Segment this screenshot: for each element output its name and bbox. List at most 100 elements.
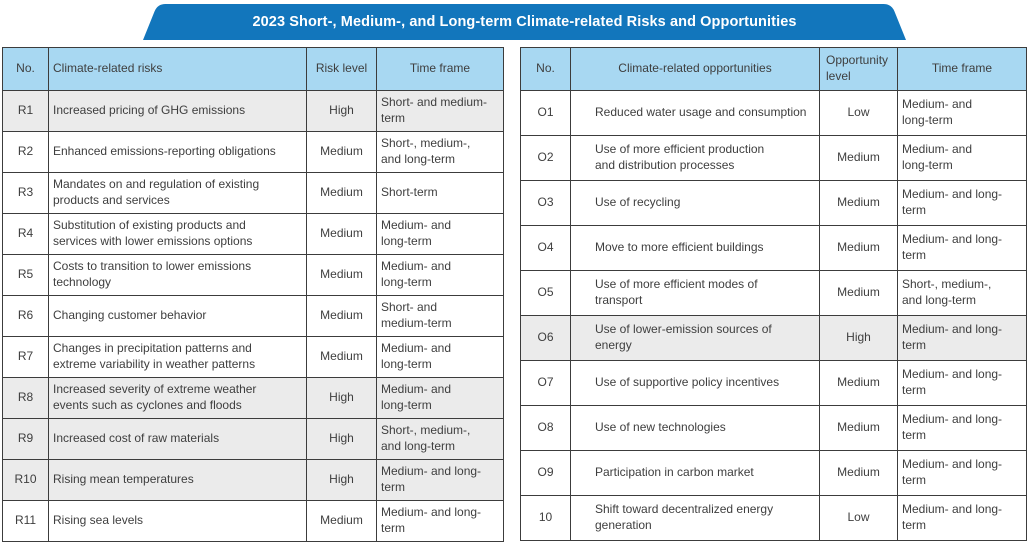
opportunity-description: Reduced water usage and consumption: [570, 90, 820, 136]
risk-no: R6: [2, 295, 49, 337]
opportunity-no: O4: [520, 225, 571, 271]
opportunity-level: Medium: [819, 180, 898, 226]
risk-no: R8: [2, 377, 49, 419]
risk-description: Rising sea levels: [48, 500, 307, 542]
opportunities-header-level: Opportunity level: [819, 47, 898, 91]
risk-no: R4: [2, 213, 49, 255]
risk-timeframe: Medium- and long-term: [376, 213, 504, 255]
title-banner: 2023 Short-, Medium-, and Long-term Clim…: [143, 4, 906, 40]
risk-description: Changing customer behavior: [48, 295, 307, 337]
risk-level: Medium: [306, 131, 377, 173]
table-row: O9 Participation in carbon market Medium…: [520, 450, 1027, 496]
opportunity-no: O5: [520, 270, 571, 316]
risks-header-name: Climate-related risks: [48, 47, 307, 91]
risk-description: Enhanced emissions-reporting obligations: [48, 131, 307, 173]
risk-timeframe: Medium- and long-term: [376, 336, 504, 378]
table-row: O3 Use of recycling Medium Medium- and l…: [520, 180, 1027, 226]
risk-description: Substitution of existing products and se…: [48, 213, 307, 255]
risk-level: Medium: [306, 172, 377, 214]
opportunity-description: Use of new technologies: [570, 405, 820, 451]
risk-description: Costs to transition to lower emissions t…: [48, 254, 307, 296]
opportunity-level: Medium: [819, 405, 898, 451]
opportunity-no: O2: [520, 135, 571, 181]
opportunity-description: Move to more efficient buildings: [570, 225, 820, 271]
opportunity-timeframe: Medium- and long- term: [897, 495, 1027, 541]
risk-level: Medium: [306, 500, 377, 542]
opportunity-timeframe: Medium- and long- term: [897, 225, 1027, 271]
opportunity-timeframe: Short-, medium-, and long-term: [897, 270, 1027, 316]
risk-level: High: [306, 459, 377, 501]
risk-timeframe: Short-term: [376, 172, 504, 214]
risks-table: No. Climate-related risks Risk level Tim…: [2, 47, 504, 542]
risk-no: R11: [2, 500, 49, 542]
table-row: O4 Move to more efficient buildings Medi…: [520, 225, 1027, 271]
risk-description: Increased cost of raw materials: [48, 418, 307, 460]
table-row: R5 Costs to transition to lower emission…: [2, 254, 504, 296]
opportunity-level: Low: [819, 495, 898, 541]
opportunity-description: Use of recycling: [570, 180, 820, 226]
opportunities-table: No. Climate-related opportunities Opport…: [520, 47, 1027, 541]
risks-header-no: No.: [2, 47, 49, 91]
table-row: R8 Increased severity of extreme weather…: [2, 377, 504, 419]
opportunity-level: Medium: [819, 450, 898, 496]
opportunity-no: O9: [520, 450, 571, 496]
risk-description: Increased severity of extreme weather ev…: [48, 377, 307, 419]
opportunity-no: O6: [520, 315, 571, 361]
opportunity-level: High: [819, 315, 898, 361]
risk-no: R1: [2, 90, 49, 132]
table-row: O8 Use of new technologies Medium Medium…: [520, 405, 1027, 451]
table-row: O1 Reduced water usage and consumption L…: [520, 90, 1027, 136]
risk-no: R9: [2, 418, 49, 460]
opportunities-header-time: Time frame: [897, 47, 1027, 91]
risk-level: Medium: [306, 336, 377, 378]
opportunities-header-no: No.: [520, 47, 571, 91]
table-row: R4 Substitution of existing products and…: [2, 213, 504, 255]
risk-timeframe: Medium- and long- term: [376, 500, 504, 542]
opportunity-description: Use of more efficient production and dis…: [570, 135, 820, 181]
table-row: R7 Changes in precipitation patterns and…: [2, 336, 504, 378]
page-title: 2023 Short-, Medium-, and Long-term Clim…: [252, 14, 797, 30]
table-row: O6 Use of lower-emission sources of ener…: [520, 315, 1027, 361]
risk-timeframe: Short- and medium-term: [376, 295, 504, 337]
risk-timeframe: Medium- and long-term: [376, 254, 504, 296]
opportunity-no: O8: [520, 405, 571, 451]
risk-no: R2: [2, 131, 49, 173]
opportunity-level: Medium: [819, 135, 898, 181]
risks-header-level: Risk level: [306, 47, 377, 91]
risks-header-row: No. Climate-related risks Risk level Tim…: [2, 47, 504, 91]
banner-ribbon-shape: [143, 4, 906, 40]
table-row: O5 Use of more efficient modes of transp…: [520, 270, 1027, 316]
opportunity-timeframe: Medium- and long-term: [897, 135, 1027, 181]
opportunity-level: Medium: [819, 360, 898, 406]
risk-level: High: [306, 377, 377, 419]
table-row: R9 Increased cost of raw materials High …: [2, 418, 504, 460]
opportunity-description: Use of lower-emission sources of energy: [570, 315, 820, 361]
opportunity-level: Medium: [819, 270, 898, 316]
risk-no: R3: [2, 172, 49, 214]
opportunity-timeframe: Medium- and long- term: [897, 315, 1027, 361]
risk-level: High: [306, 90, 377, 132]
table-row: R1 Increased pricing of GHG emissions Hi…: [2, 90, 504, 132]
table-row: O2 Use of more efficient production and …: [520, 135, 1027, 181]
risk-timeframe: Short-, medium-, and long-term: [376, 418, 504, 460]
risk-no: R5: [2, 254, 49, 296]
risk-level: Medium: [306, 295, 377, 337]
table-row: 10 Shift toward decentralized energy gen…: [520, 495, 1027, 541]
opportunity-no: O3: [520, 180, 571, 226]
opportunity-description: Participation in carbon market: [570, 450, 820, 496]
opportunity-description: Shift toward decentralized energy genera…: [570, 495, 820, 541]
risk-timeframe: Medium- and long- term: [376, 459, 504, 501]
risk-description: Rising mean temperatures: [48, 459, 307, 501]
opportunity-timeframe: Medium- and long- term: [897, 180, 1027, 226]
opportunity-timeframe: Medium- and long- term: [897, 450, 1027, 496]
opportunity-timeframe: Medium- and long- term: [897, 405, 1027, 451]
opportunity-description: Use of supportive policy incentives: [570, 360, 820, 406]
risk-no: R7: [2, 336, 49, 378]
risk-level: Medium: [306, 213, 377, 255]
risks-header-time: Time frame: [376, 47, 504, 91]
risk-description: Increased pricing of GHG emissions: [48, 90, 307, 132]
risk-timeframe: Medium- and long-term: [376, 377, 504, 419]
table-row: O7 Use of supportive policy incentives M…: [520, 360, 1027, 406]
risk-level: Medium: [306, 254, 377, 296]
